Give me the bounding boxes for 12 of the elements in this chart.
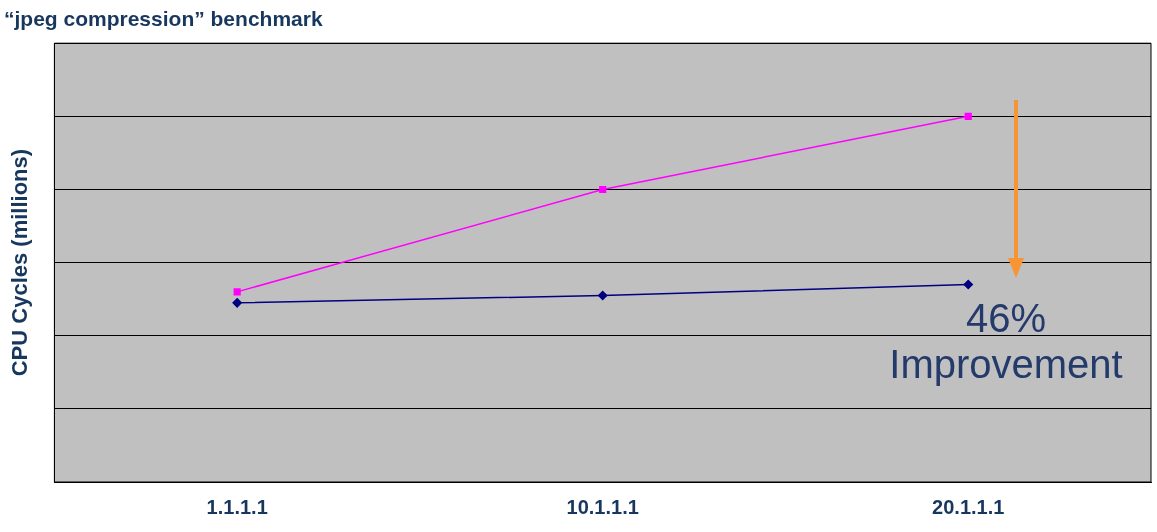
point xyxy=(599,185,607,194)
point xyxy=(597,290,608,301)
annotation: 46% Improvement xyxy=(889,296,1123,387)
point xyxy=(964,112,972,120)
point xyxy=(233,288,241,296)
x-tick-label: 10.1.1.1 xyxy=(566,495,639,518)
x-tick-label: 20.1.1.1 xyxy=(932,495,1005,518)
point xyxy=(232,298,242,308)
point xyxy=(963,279,973,290)
chart-title: “jpeg compression” benchmark xyxy=(4,7,323,31)
x-tick-label: 1.1.1.1 xyxy=(206,495,268,518)
y-axis-title: CPU Cycles (millions) xyxy=(7,148,33,377)
